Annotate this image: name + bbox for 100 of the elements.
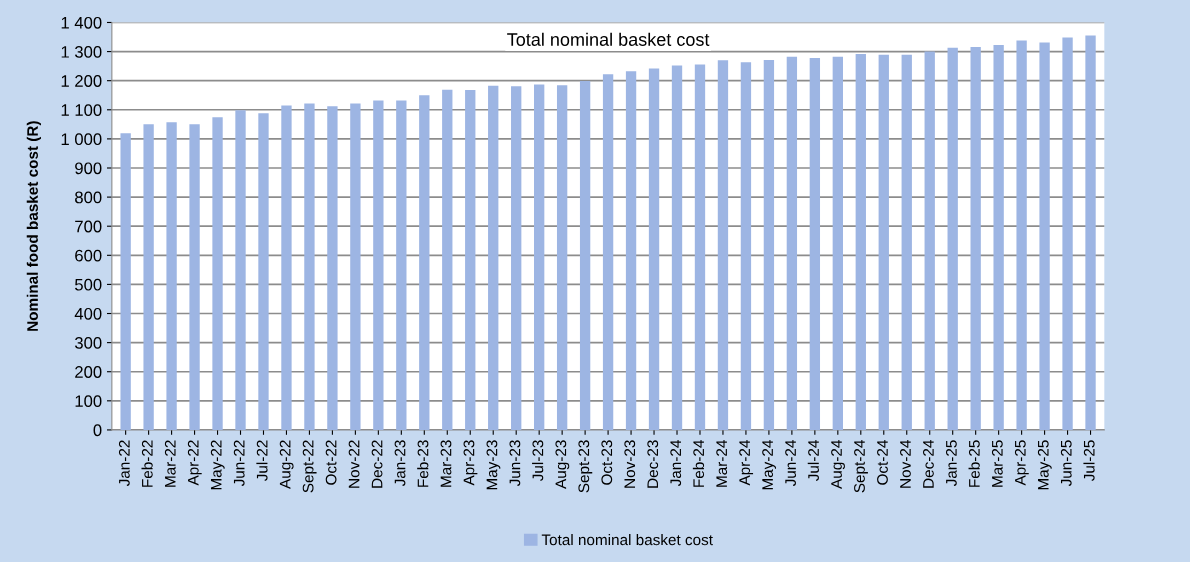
bar <box>970 46 981 430</box>
bar <box>717 60 729 430</box>
bar <box>694 64 706 430</box>
bar <box>304 103 315 430</box>
x-tick-label: Jun-25 <box>1060 440 1072 487</box>
bar <box>465 90 476 430</box>
x-tick-label: Feb-23 <box>417 440 429 487</box>
bar <box>556 85 568 430</box>
bar <box>1039 42 1050 430</box>
bar <box>166 122 177 430</box>
bar <box>947 47 958 430</box>
x-tick-label: Feb-22 <box>141 440 153 487</box>
y-tick-label: 1 200 <box>61 75 102 87</box>
x-tick-label: Apr-22 <box>187 440 202 486</box>
x-tick-label: Nov-24 <box>900 440 911 488</box>
bar <box>648 68 660 430</box>
bar <box>327 106 338 430</box>
y-tick-label: 1 100 <box>61 104 102 116</box>
x-tick-label: Jun-22 <box>233 440 245 487</box>
x-tick-label: Jan-25 <box>945 440 957 487</box>
x-tick-label: Apr-23 <box>463 440 478 486</box>
x-tick-label: Oct-24 <box>877 440 888 485</box>
bar <box>350 103 361 430</box>
y-tick-label: 1 400 <box>61 16 102 29</box>
x-tick-label: Nov-23 <box>624 440 636 488</box>
x-tick-label: May-24 <box>762 440 777 490</box>
x-tick-label: Aug-23 <box>555 440 570 489</box>
bar <box>602 74 614 430</box>
x-tick-label: Feb-24 <box>692 440 705 487</box>
bar <box>579 80 591 430</box>
bar <box>488 85 499 430</box>
y-tick-label: 100 <box>75 395 102 408</box>
x-tick-label: Jul-23 <box>532 440 544 482</box>
x-tick-label: Dec-22 <box>371 440 383 488</box>
x-tick-label: Apr-25 <box>1014 440 1029 486</box>
bar <box>832 56 843 430</box>
x-tick-label: Mar-24 <box>716 440 728 487</box>
bar <box>878 54 889 430</box>
x-tick-label: Jun-23 <box>509 440 521 487</box>
bar <box>281 105 292 430</box>
chart-title: Total nominal basket cost <box>507 32 710 46</box>
bar <box>993 44 1004 430</box>
bar <box>855 53 866 430</box>
bar <box>143 124 154 430</box>
y-tick-label: 1 000 <box>61 133 102 146</box>
y-tick-label: 400 <box>74 307 102 320</box>
x-tick-label: Jan-22 <box>118 440 130 487</box>
bar <box>419 95 430 430</box>
bar <box>1085 35 1096 430</box>
bar <box>373 100 384 430</box>
y-tick-label: 1 300 <box>61 45 102 58</box>
x-tick-label: Feb-25 <box>968 440 980 487</box>
y-tick-label: 900 <box>75 162 102 175</box>
x-tick-label: Sept-22 <box>302 440 317 493</box>
x-tick-label: Mar-23 <box>440 440 452 487</box>
y-tick-label: 800 <box>75 191 102 204</box>
y-tick-label: 0 <box>93 424 102 437</box>
x-tick-label: Jul-24 <box>807 440 819 482</box>
x-tick-label: May-22 <box>210 440 225 490</box>
x-tick-label: Jul-22 <box>256 440 268 482</box>
x-tick-label: Apr-24 <box>739 440 754 486</box>
x-tick-label: Dec-24 <box>923 440 934 488</box>
bar <box>442 89 453 430</box>
bar <box>924 51 935 430</box>
x-tick-label: Sept-24 <box>854 440 868 493</box>
y-tick-label: 700 <box>75 220 102 233</box>
x-tick-label: Jan-24 <box>670 440 682 487</box>
bar <box>1016 40 1027 430</box>
x-tick-label: Dec-23 <box>647 440 659 488</box>
bar <box>809 57 821 430</box>
bar <box>1062 37 1073 430</box>
y-tick-label: 600 <box>75 249 102 262</box>
bar <box>534 84 545 430</box>
bar <box>396 100 407 430</box>
bar <box>511 86 522 430</box>
x-tick-label: Aug-22 <box>279 440 294 489</box>
bar <box>235 110 246 430</box>
x-tick-label: Sept-23 <box>578 440 593 493</box>
y-tick-label: 300 <box>74 337 102 349</box>
x-tick-label: May-23 <box>486 440 501 490</box>
x-tick-label: Jun-24 <box>785 440 796 487</box>
x-tick-label: Oct-23 <box>601 440 613 485</box>
bar <box>258 113 269 430</box>
bar <box>671 65 683 430</box>
y-tick-label: 200 <box>75 366 102 378</box>
legend-label: Total nominal basket cost <box>541 534 713 546</box>
x-tick-label: Mar-22 <box>164 440 176 487</box>
x-tick-label: Aug-24 <box>831 440 845 489</box>
y-axis-title: Nominal food basket cost (R) <box>26 121 41 331</box>
x-tick-label: Nov-22 <box>348 440 360 488</box>
x-tick-label: Oct-22 <box>325 440 337 485</box>
x-tick-label: Mar-25 <box>991 440 1003 487</box>
x-tick-label: Jul-25 <box>1083 440 1095 482</box>
bar <box>625 71 637 430</box>
bar <box>901 54 912 430</box>
x-tick-label: May-25 <box>1037 440 1052 490</box>
bar <box>786 56 798 430</box>
bar <box>763 60 775 430</box>
bar <box>740 62 752 430</box>
bar <box>189 124 200 430</box>
